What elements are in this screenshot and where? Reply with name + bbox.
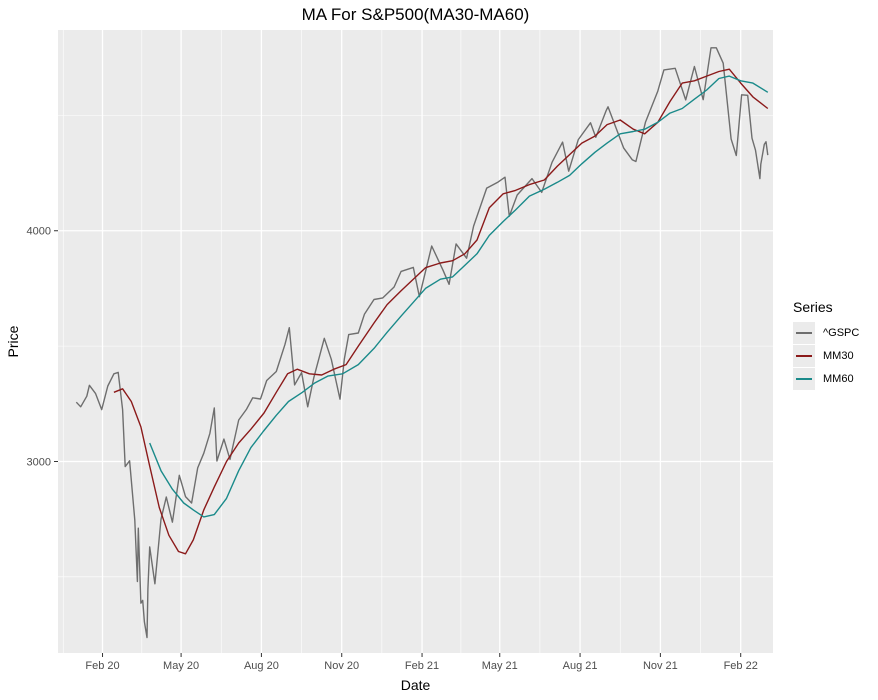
x-tick-label: May 20 <box>163 660 199 672</box>
legend: Series ^GSPC MM30 MM60 <box>793 299 873 390</box>
legend-label: ^GSPC <box>823 326 860 339</box>
y-axis-title: Price <box>5 325 21 357</box>
x-tick-label: Feb 22 <box>724 660 758 672</box>
legend-item: MM30 <box>793 344 873 367</box>
x-tick-label: Nov 20 <box>324 660 359 672</box>
legend-key-line <box>796 354 812 357</box>
grid-lines <box>58 30 773 653</box>
legend-key <box>793 367 815 390</box>
plot-panel <box>58 30 773 653</box>
x-tick-label: May 21 <box>482 660 518 672</box>
legend-title: Series <box>793 299 833 315</box>
legend-items: ^GSPC MM30 MM60 <box>793 321 873 390</box>
series-lines <box>75 47 769 639</box>
legend-item: ^GSPC <box>793 321 873 344</box>
legend-key <box>793 321 815 344</box>
x-tick-label: Aug 20 <box>244 660 279 672</box>
x-tick-label: Aug 21 <box>563 660 598 672</box>
x-tick-label: Feb 20 <box>85 660 119 672</box>
legend-label: MM60 <box>823 372 854 385</box>
legend-key <box>793 344 815 367</box>
y-axis: 3000 4000 <box>27 226 58 468</box>
legend-key-line <box>796 377 812 380</box>
series-line-mm60 <box>149 75 769 518</box>
legend-label: MM30 <box>823 349 854 362</box>
x-axis-title: Date <box>401 677 431 693</box>
x-axis: Feb 20 May 20 Aug 20 Nov 20 Feb 21 May 21 Aug … <box>85 653 758 672</box>
series-line-gspc <box>75 47 769 639</box>
legend-key-line <box>796 331 812 334</box>
y-tick-label: 3000 <box>27 456 51 468</box>
x-tick-label: Nov 21 <box>643 660 678 672</box>
x-tick-label: Feb 21 <box>405 660 439 672</box>
y-tick-label: 4000 <box>27 226 51 238</box>
legend-item: MM60 <box>793 367 873 390</box>
chart-title: MA For S&P500(MA30-MA60) <box>301 5 530 24</box>
